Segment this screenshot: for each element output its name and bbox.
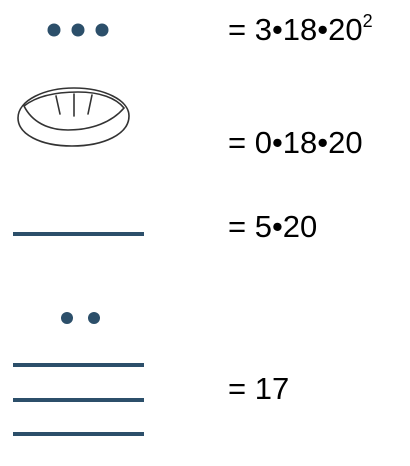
shell-ridge — [55, 95, 61, 115]
row-1-value-exponent: 2 — [362, 11, 373, 31]
dot — [61, 312, 73, 324]
bar — [13, 363, 144, 367]
bar — [13, 232, 144, 236]
row-4-value: = 17 — [228, 373, 289, 404]
row-1-value: = 3•18•202 — [228, 11, 373, 47]
one-bar-glyph — [13, 232, 144, 236]
bar — [13, 432, 144, 436]
dot — [71, 23, 85, 37]
row-2-value-base: = 0•18•20 — [228, 125, 363, 160]
shell-glyph — [17, 87, 130, 147]
seventeen-glyph — [13, 312, 144, 436]
row-2-value: = 0•18•20 — [228, 127, 363, 158]
shell-outline — [17, 87, 130, 147]
row-3-value: = 5•20 — [228, 211, 317, 242]
dot — [88, 312, 100, 324]
three-dots-glyph — [47, 23, 109, 37]
shell-inner-curve — [23, 91, 126, 131]
row-3-value-base: = 5•20 — [228, 209, 318, 244]
dot — [47, 23, 61, 37]
bar — [13, 398, 144, 402]
row-1-value-base: = 3•18•20 — [228, 12, 363, 47]
shell-ridge — [87, 94, 93, 115]
dot — [95, 23, 109, 37]
row-4-value-base: = 17 — [228, 371, 290, 406]
